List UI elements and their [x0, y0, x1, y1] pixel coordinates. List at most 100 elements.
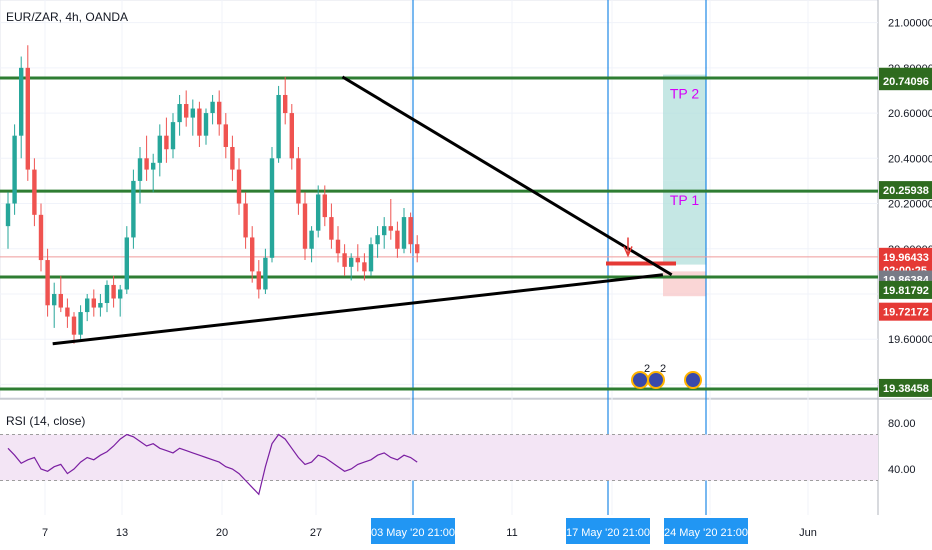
candle	[263, 257, 268, 290]
candle	[223, 124, 228, 147]
candle	[45, 260, 50, 306]
candle	[144, 158, 149, 170]
event-count: 2	[660, 363, 666, 375]
candle	[335, 239, 341, 254]
candle	[52, 293, 57, 306]
rsi-tick-label: 40.00	[888, 464, 916, 476]
price-axis[interactable]: 80.0040.0021.0000020.8000020.6000020.400…	[879, 18, 932, 476]
candle	[203, 113, 209, 136]
down-arrow-icon	[623, 237, 633, 258]
candle	[104, 284, 110, 304]
event-count: 2	[644, 363, 650, 375]
price-tag	[879, 280, 932, 299]
time-tick-label: 27	[310, 527, 322, 539]
candle	[137, 158, 143, 181]
symbol-title: EUR/ZAR, 4h, OANDA	[6, 10, 129, 24]
candle	[184, 104, 189, 118]
trendlines	[52, 75, 673, 346]
time-axis[interactable]: 7 13 20 27 11 Jun 03 May '20 21:00 17 May '20 2…	[0, 515, 932, 550]
candle	[401, 217, 407, 249]
candle	[65, 307, 70, 317]
candle	[111, 284, 116, 299]
time-tick-label: Jun	[799, 527, 817, 539]
candle	[5, 203, 11, 227]
candle	[349, 257, 354, 267]
candle	[256, 271, 261, 290]
trade-zones	[663, 74, 706, 297]
price-tag-label: 19.96433	[883, 252, 929, 264]
candle	[316, 194, 321, 231]
time-tick-label: 7	[42, 527, 48, 539]
candle	[309, 230, 314, 249]
time-highlight-label: 24 May '20 21:00	[664, 527, 748, 539]
candle	[124, 237, 129, 290]
rsi-title: RSI (14, close)	[6, 414, 86, 428]
horizontal-levels	[0, 76, 878, 391]
candle	[217, 101, 222, 125]
calendar-event-icon	[647, 371, 665, 389]
zone-label: TP 2	[670, 86, 700, 102]
candle	[25, 67, 30, 170]
candle	[382, 226, 387, 236]
candle	[289, 113, 294, 159]
candle	[395, 230, 400, 249]
candle	[388, 226, 393, 231]
candle	[329, 217, 334, 240]
candle	[276, 94, 281, 159]
price-tick-label: 20.20000	[888, 199, 932, 211]
candle	[151, 162, 156, 170]
time-axis-bg	[0, 515, 932, 550]
candle	[12, 135, 17, 204]
candle	[190, 108, 195, 118]
price-tick-label: 19.60000	[888, 334, 932, 346]
trendline	[52, 273, 664, 346]
trendline	[341, 75, 673, 277]
candle	[98, 303, 103, 308]
candle	[322, 194, 327, 218]
candle	[164, 135, 169, 150]
candle	[283, 94, 288, 114]
candle	[197, 108, 202, 136]
candle	[38, 214, 44, 261]
candle	[157, 135, 162, 163]
candle	[91, 298, 96, 308]
candle	[131, 180, 136, 238]
zone-label: TP 1	[670, 192, 700, 208]
price-tick-label: 20.40000	[888, 153, 932, 165]
time-highlight-tag	[566, 518, 650, 544]
candle	[58, 293, 63, 308]
vertical-markers	[412, 0, 707, 515]
rsi-line	[7, 433, 418, 496]
price-tag	[879, 378, 932, 397]
price-tag-label: 20.25938	[883, 185, 929, 197]
time-tick-label: 20	[216, 527, 228, 539]
price-tag-label: 19.72172	[883, 307, 929, 319]
zone-box	[663, 74, 706, 181]
price-tag-label: 19.81792	[883, 285, 929, 297]
candles	[5, 45, 420, 344]
candle	[408, 217, 413, 245]
candle	[78, 312, 83, 335]
time-highlight-tag	[371, 518, 455, 544]
candle	[368, 244, 374, 272]
candle	[170, 122, 176, 150]
rsi-band	[0, 434, 878, 481]
candle	[236, 169, 242, 204]
candle	[243, 203, 248, 238]
candle	[210, 101, 215, 114]
time-highlight-tag	[664, 518, 748, 544]
rsi-pane	[0, 433, 878, 496]
rsi-tick-label: 80.00	[888, 418, 916, 430]
candle	[177, 104, 182, 123]
price-tag	[879, 302, 932, 321]
calendar-event-icon	[684, 371, 702, 389]
price-tag	[879, 181, 932, 200]
candle	[342, 253, 347, 267]
candle	[269, 158, 275, 258]
candle	[32, 169, 37, 215]
candle	[118, 289, 123, 299]
price-tag	[879, 72, 932, 91]
time-highlight-label: 17 May '20 21:00	[566, 527, 650, 539]
